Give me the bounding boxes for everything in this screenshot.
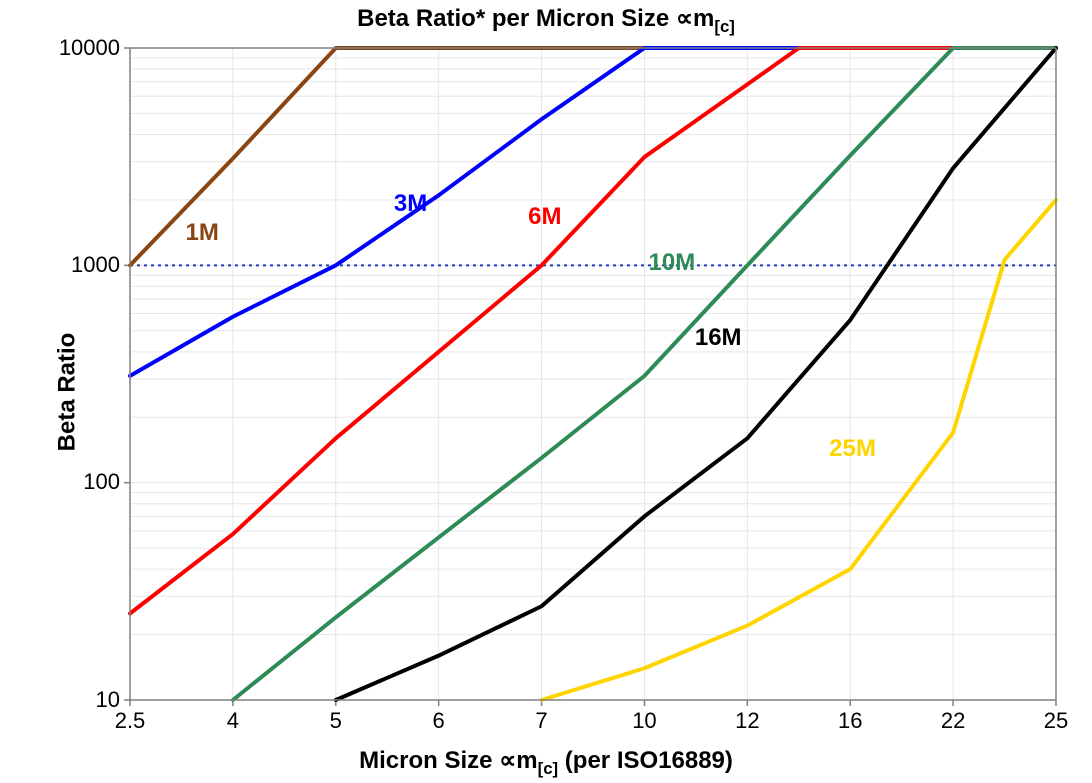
x-tick: 2.5 xyxy=(100,708,160,734)
x-tick: 16 xyxy=(820,708,880,734)
x-tick: 5 xyxy=(306,708,366,734)
x-tick: 12 xyxy=(717,708,777,734)
beta-ratio-chart: Beta Ratio* per Micron Size ∝m[c] Beta R… xyxy=(0,0,1092,783)
series-label-16m: 16M xyxy=(695,324,742,352)
y-tick: 10000 xyxy=(59,35,120,61)
x-tick: 10 xyxy=(614,708,674,734)
series-label-3m: 3M xyxy=(394,190,427,218)
series-label-10m: 10M xyxy=(649,249,696,277)
plot-area xyxy=(0,0,1092,783)
series-label-6m: 6M xyxy=(528,203,561,231)
y-tick: 100 xyxy=(83,469,120,495)
x-tick: 4 xyxy=(203,708,263,734)
series-label-1m: 1M xyxy=(186,219,219,247)
series-label-25m: 25M xyxy=(829,435,876,463)
x-tick: 7 xyxy=(512,708,572,734)
x-tick: 6 xyxy=(409,708,469,734)
x-tick: 25 xyxy=(1026,708,1086,734)
y-tick: 1000 xyxy=(71,252,120,278)
x-tick: 22 xyxy=(923,708,983,734)
